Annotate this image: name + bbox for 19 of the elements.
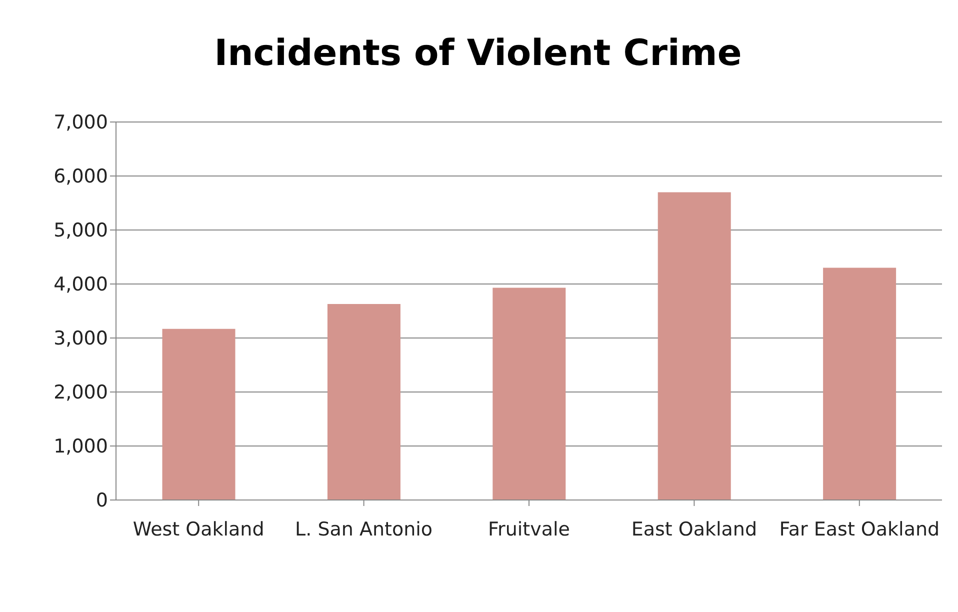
y-tick-label: 4,000 bbox=[54, 274, 108, 296]
bar bbox=[823, 268, 896, 500]
y-tick-label: 7,000 bbox=[54, 112, 108, 134]
x-tick-label: West Oakland bbox=[132, 518, 264, 540]
chart-title: Incidents of Violent Crime bbox=[213, 32, 743, 76]
bar bbox=[327, 304, 400, 500]
y-tick-label: 6,000 bbox=[54, 166, 108, 188]
y-tick-label: 2,000 bbox=[54, 382, 108, 404]
x-tick-label: Far East Oakland bbox=[779, 518, 940, 540]
y-tick-label: 1,000 bbox=[54, 436, 108, 458]
bar bbox=[162, 328, 236, 500]
y-tick-label: 3,000 bbox=[54, 328, 108, 350]
y-tick-label: 5,000 bbox=[54, 220, 108, 242]
x-tick-label: L. San Antonio bbox=[295, 518, 433, 540]
bar bbox=[658, 192, 731, 500]
bar bbox=[492, 288, 566, 500]
y-tick-label: 0 bbox=[96, 490, 108, 512]
x-tick-label: East Oakland bbox=[631, 518, 758, 540]
x-tick-label: Fruitvale bbox=[488, 518, 570, 540]
